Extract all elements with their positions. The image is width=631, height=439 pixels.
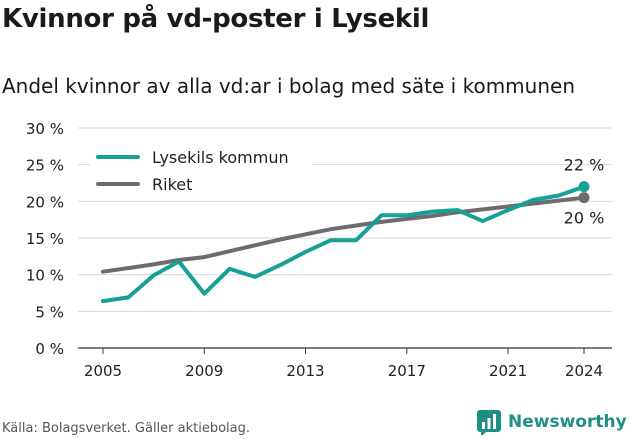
legend-background — [90, 140, 312, 200]
y-tick-label: 10 % — [26, 267, 64, 285]
chart-subtitle: Andel kvinnor av alla vd:ar i bolag med … — [2, 74, 575, 98]
chart-title: Kvinnor på vd-poster i Lysekil — [2, 4, 430, 34]
y-tick-label: 0 % — [35, 340, 64, 358]
end-point-riket — [578, 192, 590, 204]
legend-label: Lysekils kommun — [152, 148, 289, 167]
series-line-lysekil — [101, 184, 586, 304]
brand-name: Newsworthy — [508, 412, 627, 432]
x-tick-label: 2009 — [185, 362, 223, 380]
x-tick-label: 2005 — [84, 362, 122, 380]
x-tick-label: 2024 — [565, 362, 603, 380]
y-tick-label: 15 % — [26, 230, 64, 248]
end-label-lysekil: 22 % — [564, 156, 605, 175]
x-tick-label: 2013 — [286, 362, 324, 380]
y-tick-label: 5 % — [35, 303, 64, 321]
y-tick-label: 20 % — [26, 193, 64, 211]
end-label-riket: 20 % — [564, 209, 605, 228]
newsworthy-logo: Newsworthy — [476, 409, 627, 435]
series-line-riket — [101, 195, 586, 274]
source-note: Källa: Bolagsverket. Gäller aktiebolag. — [2, 421, 251, 436]
x-tick-label: 2017 — [388, 362, 426, 380]
end-point-lysekil — [578, 181, 590, 193]
newsworthy-icon — [477, 410, 501, 435]
y-tick-label: 25 % — [26, 157, 64, 175]
y-tick-label: 30 % — [26, 120, 64, 138]
x-tick-label: 2021 — [489, 362, 527, 380]
legend-label: Riket — [152, 175, 192, 194]
